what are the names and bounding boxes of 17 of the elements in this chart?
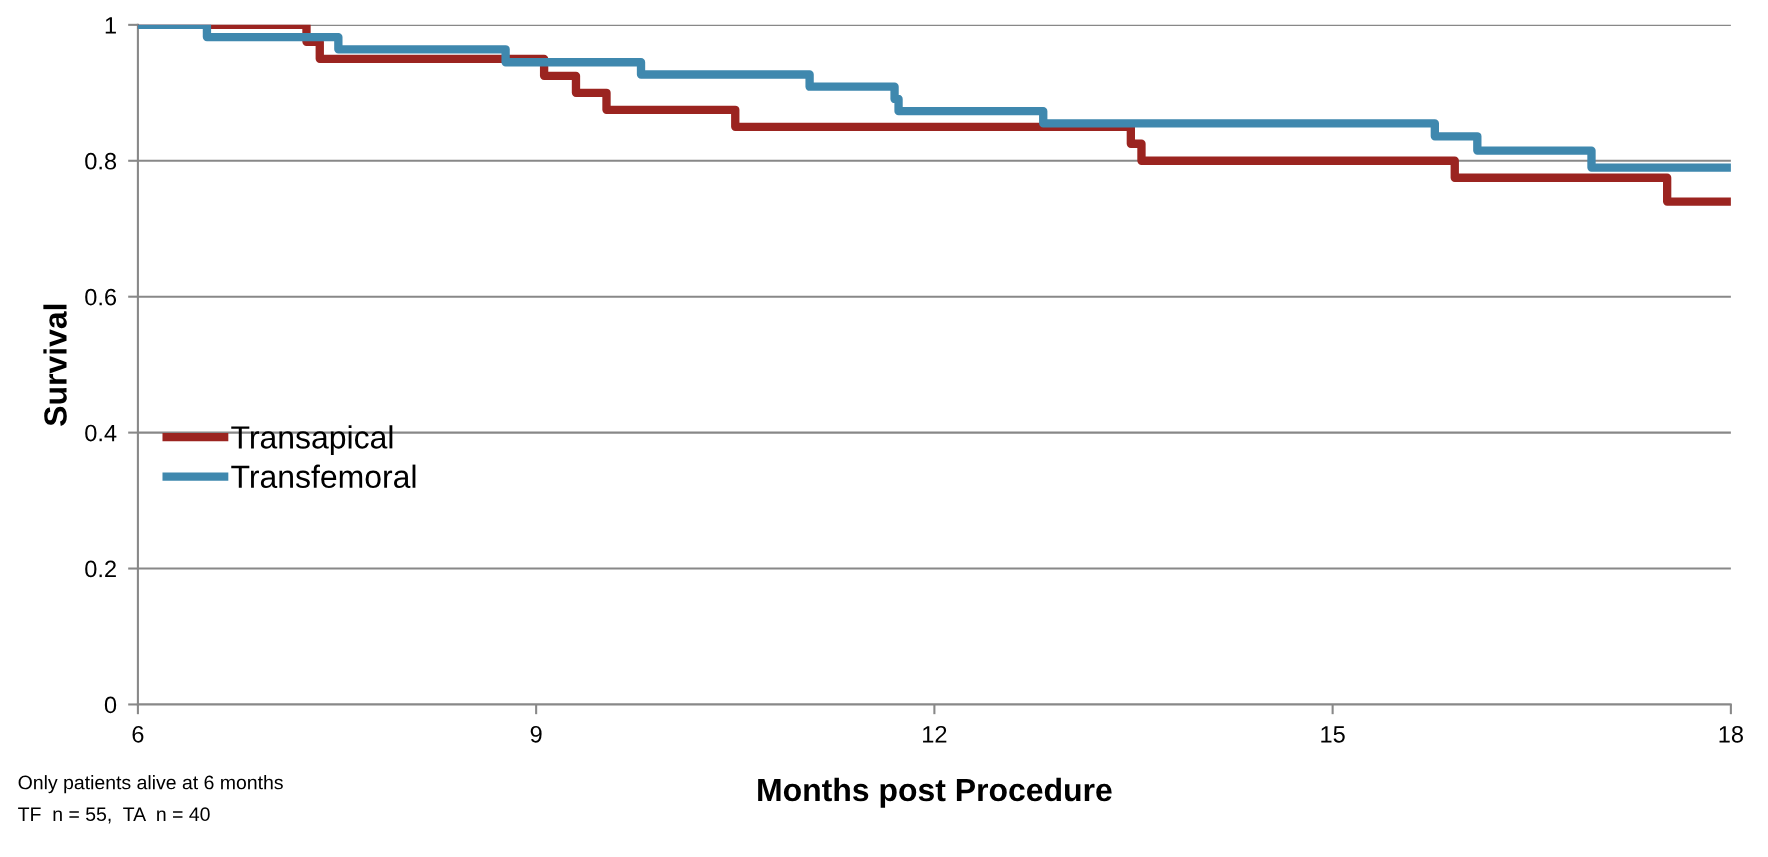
x-tick-label: 18 [1719, 725, 1743, 743]
x-tick-label: 15 [1321, 726, 1345, 743]
legend-label: Transapical [231, 425, 393, 456]
y-tick-label: 0.8 [85, 152, 117, 170]
x-tick-label: 9 [530, 725, 542, 743]
y-tick-label: 0.6 [85, 288, 117, 306]
x-tick-label: 6 [132, 725, 144, 743]
y-tick-label: 0 [104, 696, 117, 714]
text: TF n = 55, TA n = 40 [18, 807, 210, 824]
y-tick-label: 0.2 [85, 560, 116, 578]
y-tick-label: 0.4 [85, 424, 117, 442]
y-axis-title: Survival [43, 304, 67, 426]
text: Only patients alive at 6 months [18, 775, 283, 794]
legend-label: Transfemoral [231, 464, 416, 489]
x-axis-title: Months post Procedure [758, 777, 1112, 808]
x-tick-label: 12 [923, 725, 947, 743]
y-tick-label: 1 [105, 17, 116, 34]
